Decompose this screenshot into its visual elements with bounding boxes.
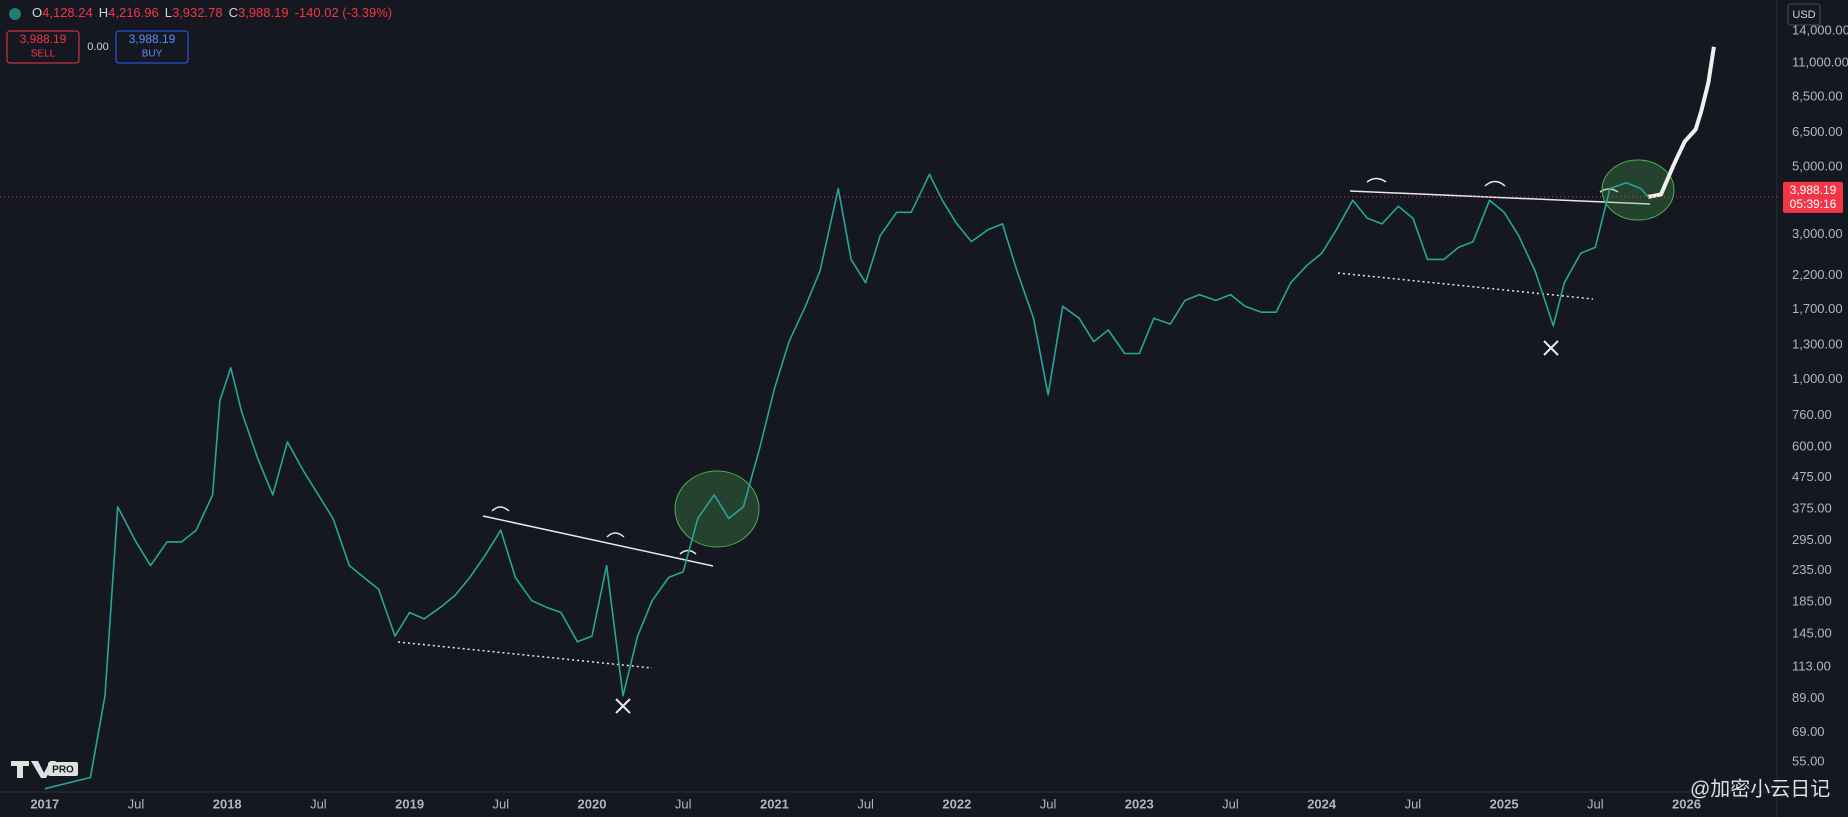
y-tick-label: 14,000.00 — [1792, 23, 1848, 38]
arc — [1484, 180, 1506, 187]
ohlc-key: O — [32, 5, 42, 20]
buy-label: BUY — [142, 49, 163, 60]
y-tick-label: 1,700.00 — [1792, 301, 1843, 316]
x-tick-label: Jul — [1587, 796, 1604, 811]
trendline — [1349, 190, 1651, 205]
y-tick-label: 235.00 — [1792, 562, 1832, 577]
ohlc-value: 4,128.24 — [42, 5, 93, 20]
y-tick-label: 145.00 — [1792, 626, 1832, 641]
price-line — [44, 173, 1649, 790]
x-tick-label: Jul — [128, 796, 145, 811]
drawings — [397, 177, 1651, 714]
logo-text: PRO — [52, 765, 74, 776]
x-tick-label: Jul — [857, 796, 874, 811]
y-tick-label: 69.00 — [1792, 724, 1825, 739]
x-tick-label: 2018 — [213, 796, 242, 811]
arc — [606, 532, 625, 538]
highlight-circle — [1601, 159, 1675, 221]
x-tick-label: 2026 — [1672, 796, 1701, 811]
y-tick-label: 6,500.00 — [1792, 124, 1843, 139]
x-tick-label: 2023 — [1125, 796, 1154, 811]
x-tick-label: 2019 — [395, 796, 424, 811]
last-price-label: 3,988.19 — [1790, 183, 1837, 197]
x-tick-label: Jul — [1222, 796, 1239, 811]
ohlc-change: -140.02 (-3.39%) — [295, 5, 393, 20]
y-tick-label: 375.00 — [1792, 500, 1832, 515]
buy-button[interactable] — [115, 30, 189, 64]
status-dot — [9, 8, 21, 20]
x-tick-label: Jul — [310, 796, 327, 811]
x-mark — [615, 698, 631, 714]
ohlc-value: 3,988.19 — [238, 5, 289, 20]
sell-button[interactable] — [6, 30, 80, 64]
ohlc-key: H — [99, 5, 108, 20]
x-tick-label: Jul — [1405, 796, 1422, 811]
arc — [679, 549, 697, 555]
y-tick-label: 1,300.00 — [1792, 336, 1843, 351]
y-tick-label: 89.00 — [1792, 690, 1825, 705]
ohlc-value: 3,932.78 — [172, 5, 223, 20]
ohlc-key: L — [165, 5, 172, 20]
currency: USD — [1792, 9, 1815, 21]
ohlc-key: C — [229, 5, 238, 20]
highlight-circle — [674, 470, 760, 548]
buy-price: 3,988.19 — [129, 32, 176, 46]
x-tick-label: Jul — [493, 796, 510, 811]
x-tick-label: 2020 — [578, 796, 607, 811]
author-watermark: @加密小云日记 — [1690, 777, 1830, 800]
arc — [491, 506, 510, 512]
y-tick-label: 295.00 — [1792, 532, 1832, 547]
price-line — [1647, 46, 1716, 199]
y-tick-label: 475.00 — [1792, 469, 1832, 484]
y-tick-label: 113.00 — [1792, 659, 1831, 674]
x-tick-label: Jul — [675, 796, 692, 811]
y-tick-label: 55.00 — [1792, 754, 1825, 769]
y-tick-label: 600.00 — [1792, 438, 1832, 453]
y-tick-label: 5,000.00 — [1792, 158, 1843, 173]
y-tick-label: 2,200.00 — [1792, 267, 1843, 282]
tv-logo — [11, 761, 78, 778]
y-tick-label: 3,000.00 — [1792, 226, 1843, 241]
x-mark — [1543, 340, 1559, 356]
x-tick-label: Jul — [1040, 796, 1057, 811]
currency-button[interactable] — [1787, 3, 1821, 26]
spread: 0.00 — [87, 41, 108, 53]
x-tick-label: 2022 — [942, 796, 971, 811]
trendline — [482, 515, 714, 567]
ohlc-value: 4,216.96 — [108, 5, 159, 20]
y-tick-label: 185.00 — [1792, 594, 1832, 609]
y-tick-label: 1,000.00 — [1792, 371, 1843, 386]
x-tick-label: 2017 — [30, 796, 59, 811]
sell-label: SELL — [31, 49, 56, 60]
x-tick-label: 2021 — [760, 796, 789, 811]
y-tick-label: 8,500.00 — [1792, 88, 1843, 103]
sell-price: 3,988.19 — [20, 32, 67, 46]
last-price-tag — [1783, 181, 1843, 213]
ohlc-header: O4,128.24 H4,216.96 L3,932.78 C3,988.19 -140… — [32, 5, 392, 20]
y-tick-label: 760.00 — [1792, 407, 1832, 422]
x-tick-label: 2025 — [1490, 796, 1519, 811]
y-tick-label: 11,000.00 — [1792, 54, 1848, 69]
arc — [1366, 177, 1387, 183]
countdown: 05:39:16 — [1790, 197, 1837, 211]
x-tick-label: 2024 — [1307, 796, 1337, 811]
